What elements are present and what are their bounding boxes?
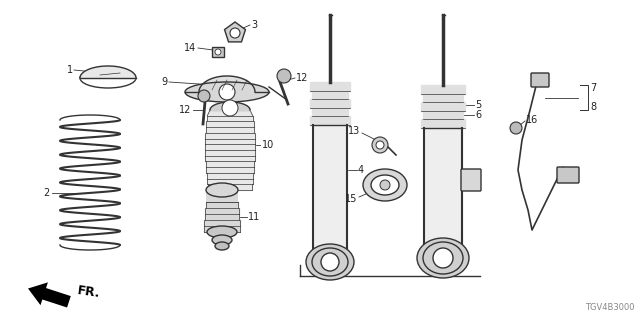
FancyBboxPatch shape	[531, 73, 549, 87]
Circle shape	[372, 137, 388, 153]
Ellipse shape	[80, 68, 136, 88]
Text: 11: 11	[248, 212, 260, 222]
Ellipse shape	[417, 238, 469, 278]
Polygon shape	[424, 128, 462, 258]
Polygon shape	[421, 85, 465, 93]
Polygon shape	[310, 116, 350, 125]
Polygon shape	[421, 119, 465, 128]
Circle shape	[277, 69, 291, 83]
Text: TGV4B3000: TGV4B3000	[586, 303, 635, 312]
Polygon shape	[28, 282, 71, 308]
Circle shape	[380, 180, 390, 190]
Polygon shape	[312, 108, 348, 116]
Text: 16: 16	[526, 115, 538, 125]
Text: 5: 5	[475, 100, 481, 110]
Circle shape	[215, 49, 221, 55]
Text: 6: 6	[475, 110, 481, 120]
Polygon shape	[205, 150, 255, 156]
Text: 2: 2	[44, 188, 50, 198]
Polygon shape	[206, 167, 254, 173]
FancyBboxPatch shape	[461, 169, 481, 191]
FancyBboxPatch shape	[557, 167, 579, 183]
Circle shape	[376, 141, 384, 149]
Polygon shape	[204, 220, 239, 226]
Text: 10: 10	[262, 140, 275, 150]
Ellipse shape	[363, 169, 407, 201]
Circle shape	[222, 100, 238, 116]
Ellipse shape	[371, 175, 399, 195]
Text: FR.: FR.	[76, 284, 100, 300]
Polygon shape	[310, 99, 350, 108]
Polygon shape	[205, 127, 254, 133]
Circle shape	[433, 248, 453, 268]
Polygon shape	[205, 202, 239, 208]
Polygon shape	[207, 110, 253, 116]
Polygon shape	[185, 76, 269, 92]
Ellipse shape	[206, 183, 238, 197]
Ellipse shape	[185, 82, 269, 102]
Polygon shape	[207, 179, 253, 184]
Polygon shape	[205, 133, 255, 139]
Circle shape	[198, 90, 210, 102]
Text: 15: 15	[344, 194, 357, 204]
Ellipse shape	[207, 226, 237, 238]
Polygon shape	[225, 22, 246, 42]
Ellipse shape	[215, 242, 229, 250]
Text: 8: 8	[590, 102, 596, 112]
Polygon shape	[205, 214, 239, 220]
Circle shape	[510, 122, 522, 134]
Polygon shape	[205, 144, 255, 150]
Polygon shape	[423, 111, 463, 119]
Text: 14: 14	[184, 43, 196, 53]
Polygon shape	[204, 226, 240, 232]
Polygon shape	[207, 173, 253, 179]
Text: 7: 7	[590, 83, 596, 93]
Text: 13: 13	[348, 126, 360, 136]
Ellipse shape	[306, 244, 354, 280]
Circle shape	[321, 253, 339, 271]
Text: 1: 1	[67, 65, 73, 75]
Circle shape	[230, 28, 240, 38]
Polygon shape	[208, 184, 252, 190]
Text: 4: 4	[358, 165, 364, 175]
FancyBboxPatch shape	[206, 188, 238, 202]
Polygon shape	[205, 208, 239, 214]
FancyBboxPatch shape	[212, 47, 224, 57]
Text: 3: 3	[251, 20, 257, 30]
Polygon shape	[205, 161, 254, 167]
Circle shape	[219, 84, 235, 100]
Ellipse shape	[212, 235, 232, 245]
Polygon shape	[205, 156, 255, 161]
Text: 12: 12	[179, 105, 191, 115]
Polygon shape	[423, 93, 463, 102]
Polygon shape	[205, 139, 255, 144]
Polygon shape	[421, 102, 465, 111]
Polygon shape	[206, 121, 254, 127]
Polygon shape	[310, 82, 350, 91]
Polygon shape	[312, 91, 348, 99]
Text: 9: 9	[161, 77, 167, 87]
Polygon shape	[207, 116, 253, 121]
Text: 12: 12	[296, 73, 308, 83]
Polygon shape	[313, 125, 347, 262]
